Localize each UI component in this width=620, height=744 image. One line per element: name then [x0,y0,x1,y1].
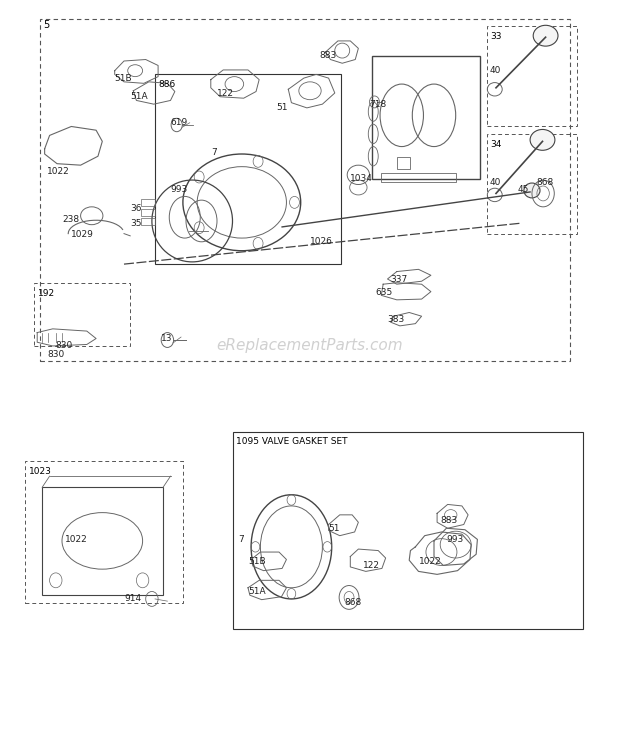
Bar [155,74,341,264]
Text: 830: 830 [56,341,73,350]
Bar [25,461,183,603]
Text: 51B: 51B [115,74,132,83]
Text: 51: 51 [329,524,340,533]
Text: 868: 868 [536,178,554,187]
Text: 1029: 1029 [71,230,94,239]
Bar [397,157,410,169]
Bar [40,19,570,361]
Text: 993: 993 [446,535,464,544]
Text: 51A: 51A [130,92,148,101]
Text: 993: 993 [170,185,188,194]
Text: 35: 35 [130,219,142,228]
Ellipse shape [524,183,540,198]
Text: 34: 34 [490,140,502,149]
Text: 635: 635 [375,288,392,297]
Text: 883: 883 [440,516,458,525]
Text: 5: 5 [43,20,49,30]
Ellipse shape [530,129,555,150]
Bar [381,173,456,182]
Text: 1022: 1022 [418,557,441,566]
Text: 51A: 51A [248,587,265,596]
Ellipse shape [533,25,558,46]
Text: 886: 886 [159,80,176,89]
Text: 13: 13 [161,334,173,343]
Text: 1095 VALVE GASKET SET: 1095 VALVE GASKET SET [236,437,348,446]
Text: 1023: 1023 [29,467,51,476]
Text: 122: 122 [217,89,234,97]
Text: 51B: 51B [248,557,265,566]
Text: 1026: 1026 [310,237,333,246]
Bar [42,487,163,595]
Bar [141,209,155,216]
Text: 718: 718 [369,100,386,109]
Bar [141,218,155,225]
Text: 40: 40 [490,178,501,187]
Text: 1022: 1022 [65,535,88,544]
Text: 36: 36 [130,204,142,213]
Text: 7: 7 [239,535,244,544]
Text: 383: 383 [388,315,405,324]
Text: 1034: 1034 [350,174,373,183]
Bar [487,26,577,126]
Text: 883: 883 [319,51,337,60]
Text: 40: 40 [490,66,501,75]
Text: 914: 914 [124,594,141,603]
Text: 868: 868 [344,598,361,607]
Bar [232,432,583,629]
Bar [34,283,130,346]
Text: 619: 619 [170,118,188,127]
Text: 1022: 1022 [46,167,69,176]
Text: 238: 238 [62,215,79,224]
Text: 337: 337 [391,275,408,283]
Text: 51: 51 [276,103,288,112]
Text: 45: 45 [518,185,529,194]
Text: 7: 7 [211,148,216,157]
Text: 122: 122 [363,561,379,570]
Text: 33: 33 [490,32,502,41]
Bar [487,134,577,234]
Text: 192: 192 [38,289,55,298]
Bar [141,199,155,206]
Text: 830: 830 [47,350,64,359]
Text: eReplacementParts.com: eReplacementParts.com [216,339,404,353]
Bar [372,56,480,179]
